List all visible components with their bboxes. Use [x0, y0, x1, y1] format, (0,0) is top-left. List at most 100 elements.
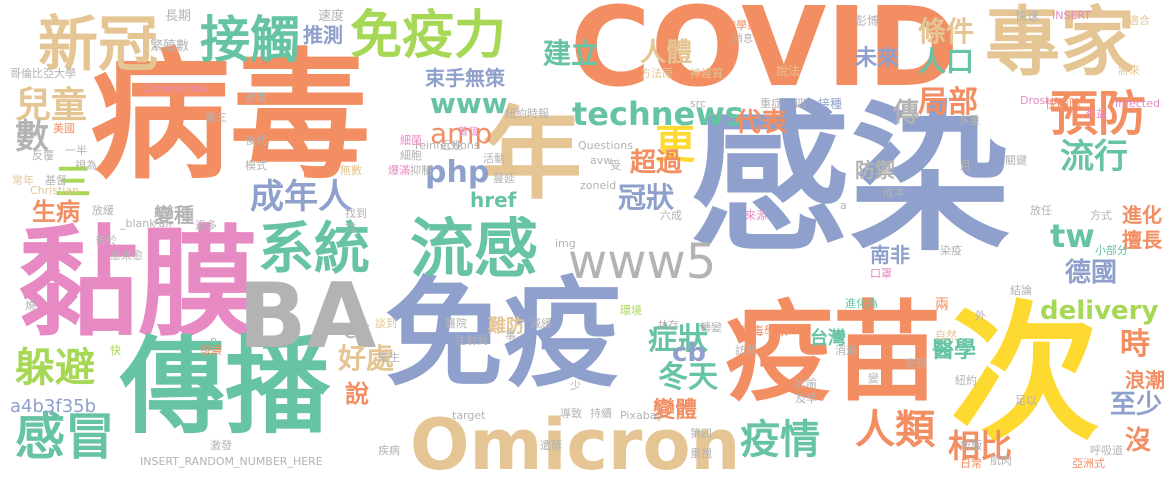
word-small: 首個	[458, 127, 478, 138]
word-small: 及早	[795, 392, 817, 405]
word-small: 將來	[1118, 64, 1140, 77]
word-small: 亞洲式	[1072, 457, 1105, 470]
word-small: 愈來愈	[110, 249, 143, 262]
word-chuan: 傳	[893, 98, 920, 128]
word-ganmao: 感冒	[15, 408, 115, 466]
word-small: 放任	[1030, 204, 1052, 217]
word-jubu: 局部	[918, 85, 978, 120]
word-nanfang: 難防	[488, 316, 524, 337]
word-small: 小部分	[1095, 244, 1128, 257]
word-small: 找	[345, 221, 356, 234]
word-zhishao: 至少	[1110, 390, 1163, 420]
word-small: 安慰	[905, 357, 927, 370]
word-ertong: 兒童	[15, 85, 88, 126]
word-small: 呼吸道	[1090, 444, 1123, 457]
word-small: 一半	[65, 144, 87, 157]
word-yiqing: 疫情	[740, 417, 820, 463]
word-xinguan: 新冠	[38, 10, 158, 80]
word-small: 疾病	[378, 444, 400, 457]
word-mianyi: 免疫	[385, 265, 622, 403]
word-delivery: delivery	[1040, 296, 1159, 326]
word-small: 重視	[690, 447, 712, 460]
word-small: Christian	[30, 184, 80, 197]
word-small: 快	[110, 344, 121, 357]
word-small: 持續	[590, 407, 612, 420]
word-covid: COVID	[570, 0, 959, 111]
word-small: INSERT	[1052, 9, 1091, 22]
word-small: 環境	[620, 304, 642, 317]
word-small: 過多	[195, 219, 217, 232]
word-small: 遭蔭	[540, 439, 562, 452]
word-small: 善於	[95, 234, 117, 247]
word-small: 兩	[935, 297, 949, 313]
word-small: 事	[505, 329, 516, 342]
word-shengbing: 生病	[32, 198, 80, 226]
word-small: 少	[570, 379, 581, 392]
word-small: img	[555, 237, 576, 250]
word-jiechu: 接觸	[200, 11, 300, 69]
word-small: 訪問	[735, 344, 757, 357]
word-small: 方法	[640, 67, 662, 80]
word-xiangbi: 相比	[948, 427, 1013, 465]
word-liugan: 流感	[410, 213, 538, 287]
word-taiwan: 台灣	[810, 328, 846, 349]
word-haochu: 好處	[338, 342, 395, 375]
word-small: 消退	[835, 344, 857, 357]
word-small: 接種	[818, 97, 843, 111]
word-small: 說法	[776, 64, 801, 78]
word-chaoguo: 超過	[630, 148, 683, 178]
word-zhuanjia: 專家	[985, 0, 1136, 86]
word-small: 病毒學家	[740, 324, 789, 338]
word-small: 繁殖數	[150, 39, 190, 54]
word-yimiao: 疫苗	[725, 291, 942, 416]
word-small: 美國	[53, 122, 75, 135]
word-small: 視為	[75, 159, 97, 172]
word-small: 談到	[375, 317, 397, 330]
word-weilai: 未來	[855, 46, 900, 71]
word-tuice: 推測	[303, 23, 343, 47]
word-shi: 時	[1120, 327, 1150, 362]
word-small: 減緩	[530, 317, 552, 330]
word-small: 月	[960, 159, 971, 172]
word-small: 快篩陰	[1045, 97, 1082, 111]
word-small: 長期	[165, 9, 192, 24]
word-bianti: 變體	[653, 398, 698, 423]
word-small: 足以	[1015, 394, 1037, 407]
word-tiaojian: 條件	[918, 15, 975, 48]
word-small: 第四	[690, 427, 712, 440]
word-small: 神經質	[690, 67, 723, 80]
word-omicron: Omicron	[410, 404, 741, 482]
word-small: 適合	[1128, 14, 1150, 27]
word-small: 肌肉	[990, 454, 1012, 467]
word-yufang: 預防	[1050, 86, 1147, 142]
word-small: 放緩	[92, 204, 114, 217]
word-zhengzhuang: 症狀	[648, 322, 708, 357]
word-san: 三	[55, 162, 92, 203]
word-nian: 年	[482, 96, 582, 213]
word-small: 模式	[245, 159, 267, 172]
word-nanfei: 南非	[870, 243, 910, 267]
word-shuo: 說	[345, 380, 369, 408]
word-chengnianren: 成年人	[250, 177, 352, 217]
word-jianli: 建立	[543, 37, 600, 70]
word-small: 多重	[958, 114, 980, 127]
word-nianmo: 黏膜	[18, 215, 258, 354]
word-small: 近幾	[440, 139, 462, 152]
word-small: 激發	[210, 439, 232, 452]
word-small: Coronavirus	[142, 82, 208, 95]
word-dongtian: 冬天	[658, 360, 718, 395]
word-small: avw	[590, 154, 613, 167]
word-ganran: 感染	[690, 86, 1011, 273]
word-small: 後代	[245, 134, 267, 147]
word-chuanbo: 傳播	[120, 326, 331, 448]
word-small: 病學家	[725, 19, 758, 32]
word-mianyili: 免疫力	[350, 6, 507, 66]
word-small: 衛生	[378, 351, 400, 364]
word-small: 紐約	[955, 374, 977, 387]
word-small: 避開	[245, 91, 267, 104]
word-www5: www5	[568, 234, 717, 290]
word-small: 受	[610, 159, 621, 172]
word-amp: amp	[430, 117, 493, 150]
word-small: 進化為	[845, 297, 878, 310]
word-shu: 數	[15, 117, 49, 157]
